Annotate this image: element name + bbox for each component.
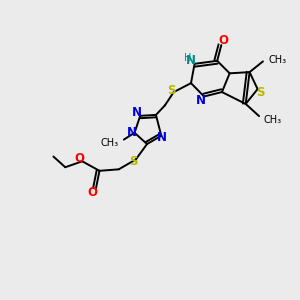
Text: S: S [256,85,264,98]
Text: N: N [196,94,206,107]
Text: O: O [219,34,229,47]
Text: O: O [74,152,84,165]
Text: CH₃: CH₃ [268,55,286,65]
Text: CH₃: CH₃ [263,115,282,125]
Text: O: O [87,186,97,199]
Text: N: N [157,131,167,144]
Text: N: N [127,126,137,139]
Text: H: H [184,53,191,64]
Text: CH₃: CH₃ [101,139,119,148]
Text: N: N [186,54,196,67]
Text: S: S [129,155,138,168]
Text: S: S [167,84,176,97]
Text: N: N [132,106,142,119]
